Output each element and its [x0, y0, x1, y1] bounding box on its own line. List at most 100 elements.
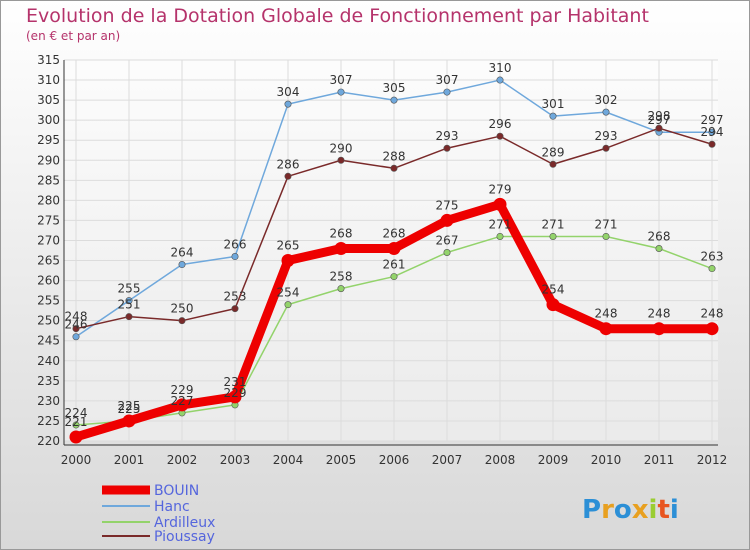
- data-label-hanc: 255: [118, 282, 141, 296]
- data-label-hanc: 307: [436, 73, 459, 87]
- data-point-bouin: [228, 390, 242, 404]
- data-point-ardilleux: [655, 244, 663, 252]
- y-tick-label: 300: [37, 113, 60, 127]
- data-label-pioussay: 290: [330, 141, 353, 155]
- proxiti-logo-letter: t: [657, 495, 669, 525]
- data-point-pioussay: [284, 172, 292, 180]
- chart-title: Evolution de la Dotation Globale de Fonc…: [26, 5, 649, 27]
- x-axis: 2000 2001 2002 2003 2004 2005 2006 2007 2008 2009…: [61, 444, 727, 467]
- data-label-ardilleux: 271: [489, 217, 512, 231]
- data-label-pioussay: 248: [65, 310, 88, 324]
- data-label-bouin: 248: [648, 307, 671, 321]
- x-tick-label: 2008: [485, 453, 516, 467]
- x-tick-label: 2002: [167, 453, 198, 467]
- data-label-bouin: 265: [277, 239, 300, 253]
- data-label-hanc: 302: [595, 93, 618, 107]
- data-label-bouin: 231: [224, 375, 247, 389]
- y-tick-label: 230: [37, 394, 60, 408]
- data-label-pioussay: 296: [489, 117, 512, 131]
- proxiti-logo-letter: P: [582, 495, 601, 525]
- data-point-pioussay: [549, 160, 557, 168]
- y-tick-label: 270: [37, 233, 60, 247]
- data-label-ardilleux: 254: [277, 286, 300, 300]
- data-label-pioussay: 293: [436, 129, 459, 143]
- data-point-hanc: [284, 100, 292, 108]
- y-axis: 220 225 230 235 240 245 250 255 260 265 270 275 280 2…: [37, 53, 65, 448]
- data-label-hanc: 246: [65, 318, 88, 332]
- data-point-hanc: [125, 297, 133, 305]
- data-point-pioussay: [125, 313, 133, 321]
- data-point-bouin: [705, 322, 719, 336]
- data-label-bouin: 221: [65, 415, 88, 429]
- data-label-hanc: 266: [224, 238, 247, 252]
- legend-label-hanc: Hanc: [154, 499, 190, 515]
- y-tick-label: 255: [37, 294, 60, 308]
- data-point-bouin: [334, 241, 348, 255]
- data-label-ardilleux: 227: [171, 394, 194, 408]
- data-label-ardilleux: 271: [595, 217, 618, 231]
- data-label-hanc: 304: [277, 85, 300, 99]
- y-tick-label: 260: [37, 274, 60, 288]
- data-label-ardilleux: 229: [224, 386, 247, 400]
- data-label-ardilleux: 261: [383, 258, 406, 272]
- data-point-pioussay: [390, 164, 398, 172]
- data-label-pioussay: 250: [171, 302, 194, 316]
- data-point-bouin: [440, 213, 454, 227]
- data-point-ardilleux: [72, 421, 80, 429]
- data-label-ardilleux: 267: [436, 234, 459, 248]
- data-point-ardilleux: [549, 232, 557, 240]
- data-point-bouin: [281, 254, 295, 268]
- data-point-hanc: [231, 253, 239, 261]
- data-label-bouin: 268: [383, 226, 406, 240]
- chart-subtitle: (en € et par an): [26, 29, 120, 43]
- y-tick-label: 275: [37, 213, 60, 227]
- data-label-hanc: 310: [489, 61, 512, 75]
- data-label-bouin: 279: [489, 182, 512, 196]
- y-tick-label: 280: [37, 193, 60, 207]
- data-label-ardilleux: 263: [701, 250, 724, 264]
- data-label-ardilleux: 258: [330, 270, 353, 284]
- data-point-hanc: [549, 112, 557, 120]
- data-point-ardilleux: [284, 301, 292, 309]
- data-label-hanc: 297: [648, 113, 671, 127]
- data-point-bouin: [69, 430, 83, 444]
- data-point-ardilleux: [602, 232, 610, 240]
- data-point-bouin: [122, 414, 136, 428]
- data-point-bouin: [493, 197, 507, 211]
- data-label-pioussay: 286: [277, 157, 300, 171]
- data-label-bouin: 254: [542, 283, 565, 297]
- y-tick-label: 315: [37, 53, 60, 67]
- y-tick-label: 265: [37, 254, 60, 268]
- data-point-bouin: [652, 322, 666, 336]
- x-tick-label: 2000: [61, 453, 92, 467]
- data-point-pioussay: [655, 124, 663, 132]
- data-label-pioussay: 298: [648, 109, 671, 123]
- data-point-hanc: [337, 88, 345, 96]
- data-label-pioussay: 294: [701, 125, 724, 139]
- y-tick-label: 225: [37, 414, 60, 428]
- data-point-ardilleux: [496, 232, 504, 240]
- data-point-ardilleux: [390, 273, 398, 281]
- y-tick-label: 235: [37, 374, 60, 388]
- data-point-bouin: [546, 298, 560, 312]
- data-label-bouin: 225: [118, 399, 141, 413]
- data-label-hanc: 264: [171, 246, 194, 260]
- y-tick-label: 220: [37, 434, 60, 448]
- data-label-bouin: 248: [595, 307, 618, 321]
- y-tick-label: 240: [37, 354, 60, 368]
- data-label-bouin: 229: [171, 383, 194, 397]
- data-point-hanc: [390, 96, 398, 104]
- data-label-pioussay: 293: [595, 129, 618, 143]
- proxiti-logo-letter: i: [649, 495, 658, 525]
- y-tick-label: 295: [37, 133, 60, 147]
- x-tick-label: 2011: [644, 453, 675, 467]
- data-label-hanc: 307: [330, 73, 353, 87]
- proxiti-logo-letter: x: [632, 495, 649, 525]
- data-label-pioussay: 288: [383, 149, 406, 163]
- data-label-ardilleux: 224: [65, 406, 88, 420]
- data-point-ardilleux: [337, 285, 345, 293]
